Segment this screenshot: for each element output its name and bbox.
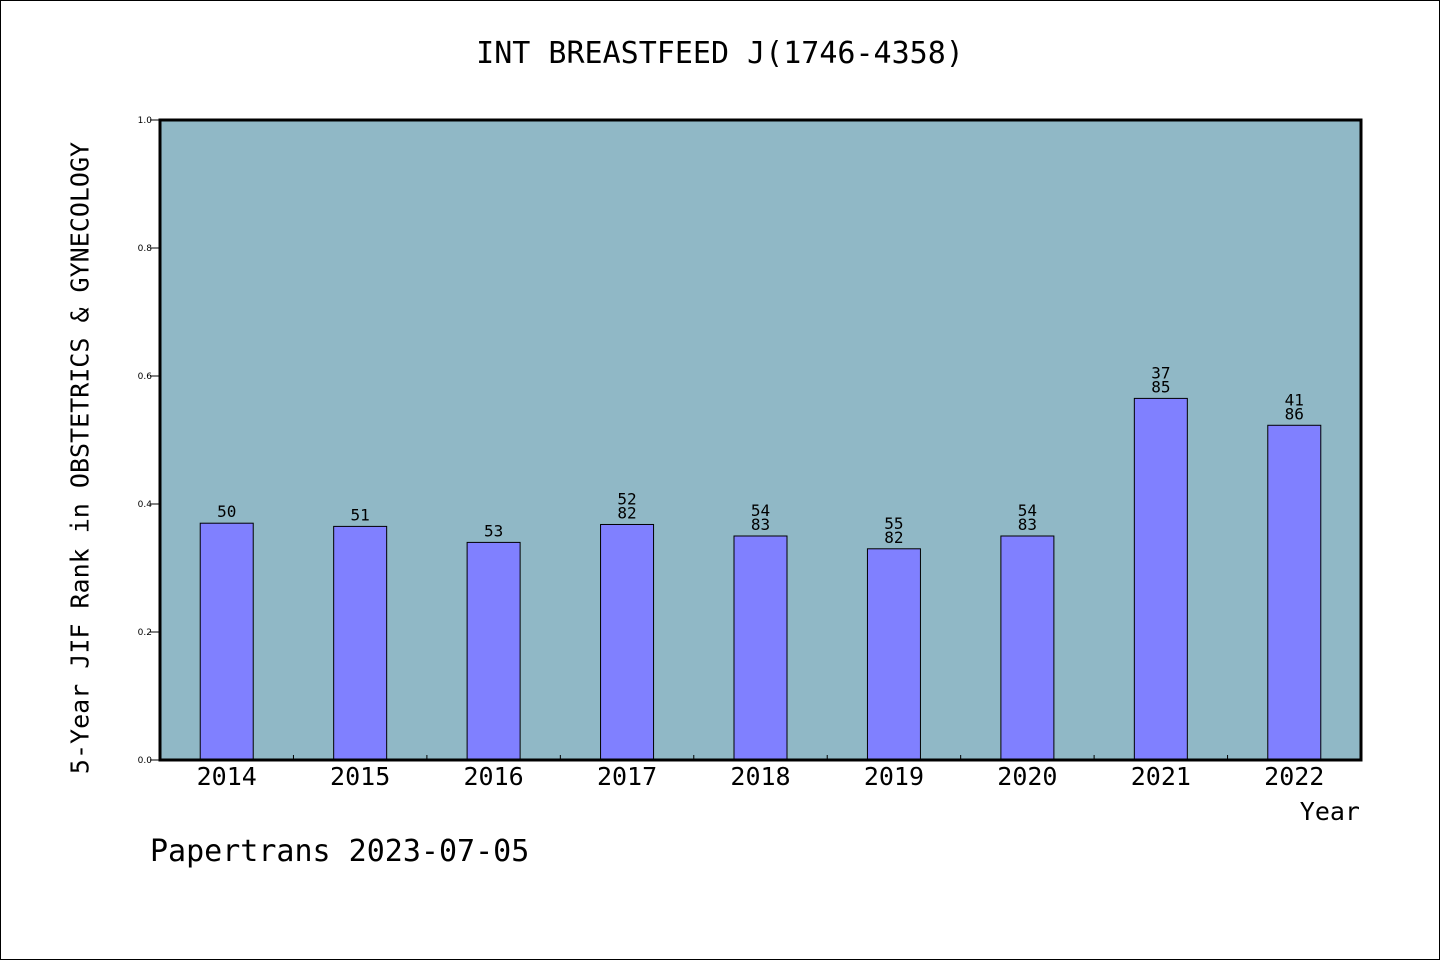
- bar-label-2018-2: 83: [751, 515, 770, 534]
- y-tick-label-0: 0.0: [138, 756, 153, 766]
- bar-label-2018-1: 54: [751, 501, 770, 520]
- x-tick-label-2016: 2016: [464, 762, 524, 791]
- plot-border: [158, 118, 1363, 762]
- bar-2014: [199, 522, 254, 761]
- y-tick-label-4: 0.8: [138, 244, 153, 254]
- chart-title: INT BREASTFEED J(1746-4358): [476, 36, 964, 71]
- x-tick-label-2021: 2021: [1131, 762, 1191, 791]
- y-tick-label-5: 1.0: [138, 116, 153, 126]
- bar-label-2015-1: 51: [351, 505, 370, 524]
- bar-label-2021-1: 37: [1151, 363, 1170, 382]
- bar-2016: [466, 541, 521, 761]
- x-tick-label-2015: 2015: [330, 762, 390, 791]
- bar-2018: [733, 535, 788, 761]
- x-tick-label-2017: 2017: [597, 762, 657, 791]
- x-tick-label-2020: 2020: [997, 762, 1057, 791]
- bar-label-2020-1: 54: [1018, 501, 1037, 520]
- bar-label-2022-1: 41: [1285, 390, 1304, 409]
- bar-label-2014-1: 50: [217, 502, 236, 521]
- x-tick-label-2022: 2022: [1264, 762, 1324, 791]
- bar-label-2019-1: 55: [884, 514, 903, 533]
- bar-2015: [333, 525, 388, 761]
- bar-label-2017-2: 82: [617, 503, 636, 522]
- bar-label-2021-2: 85: [1151, 377, 1170, 396]
- y-tick-label-1: 0.2: [138, 628, 152, 638]
- bar-label-2016-1: 53: [484, 521, 503, 540]
- footer-text: Papertrans 2023-07-05: [150, 834, 530, 869]
- bar-2022: [1267, 424, 1322, 761]
- x-axis-label: Year: [1299, 797, 1360, 826]
- bar-2017: [600, 523, 655, 761]
- bar-2020: [1000, 535, 1055, 761]
- y-tick-label-2: 0.4: [138, 500, 153, 510]
- bar-label-2020-2: 83: [1018, 515, 1037, 534]
- y-tick-label-3: 0.6: [138, 372, 153, 382]
- bar-label-2019-2: 82: [884, 528, 903, 547]
- bar-2021: [1133, 397, 1188, 761]
- bar-label-2022-2: 86: [1285, 404, 1304, 423]
- x-tick-label-2018: 2018: [730, 762, 790, 791]
- x-tick-label-2014: 2014: [197, 762, 257, 791]
- bar-2019: [866, 548, 921, 761]
- x-tick-label-2019: 2019: [864, 762, 924, 791]
- bar-label-2017-1: 52: [617, 489, 636, 508]
